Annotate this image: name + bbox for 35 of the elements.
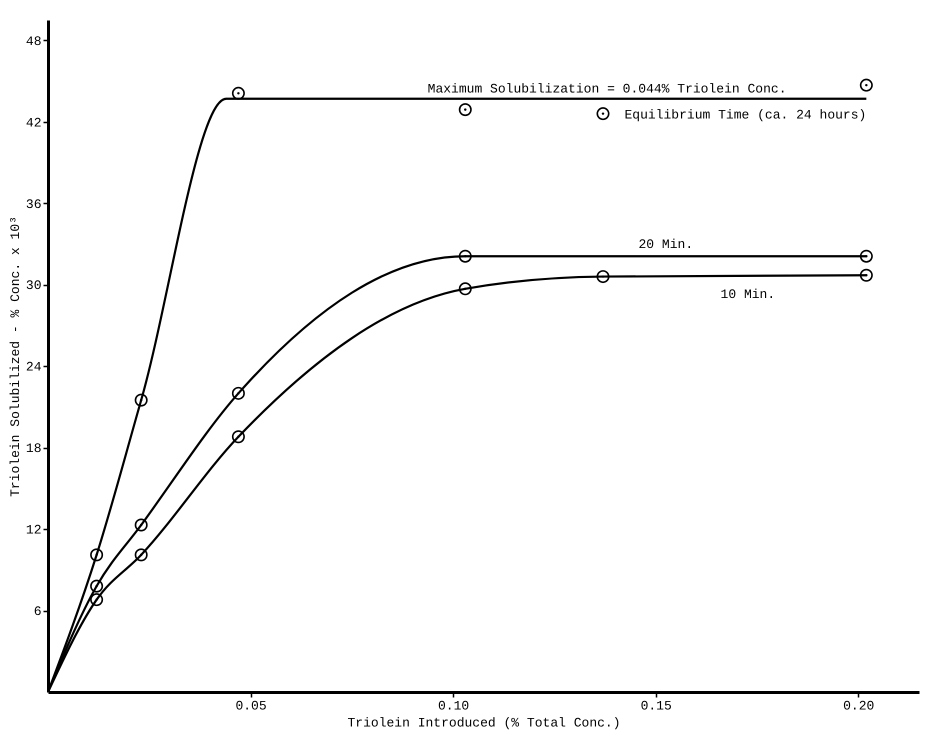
point <box>458 103 472 116</box>
y-tick-label: 30 <box>26 278 42 294</box>
point <box>134 518 148 532</box>
y-tick-label: 6 <box>34 604 42 620</box>
y-axis-title: Triolein Solubilized - % Conc. x 10³ <box>8 216 23 497</box>
point <box>596 270 610 284</box>
point <box>860 78 873 92</box>
y-tick-label: 48 <box>26 34 42 49</box>
y-tick-label: 18 <box>26 441 42 456</box>
point <box>458 282 472 296</box>
x-tick-label: 0.05 <box>235 698 267 714</box>
point <box>860 268 873 282</box>
y-tick-label: 12 <box>26 522 42 538</box>
point <box>90 548 104 562</box>
x-axis-title: Triolein Introduced (% Total Conc.) <box>347 716 621 730</box>
series-label: 10 Min. <box>720 286 776 302</box>
x-tick-label: 0.15 <box>640 698 672 714</box>
y-tick-label: 36 <box>26 196 42 212</box>
point <box>134 394 148 407</box>
point <box>232 430 245 444</box>
series-label: Equilibrium Time (ca. 24 hours) <box>624 108 866 123</box>
x-tick-label: 0.20 <box>843 698 874 714</box>
y-tick-label: 42 <box>26 115 42 130</box>
x-tick-label: 0.10 <box>438 698 470 714</box>
point <box>232 386 245 400</box>
point <box>232 86 245 100</box>
annotation: Maximum Solubilization = 0.044% Triolein Conc. <box>428 82 786 97</box>
point <box>90 593 104 606</box>
point <box>134 548 148 562</box>
point <box>90 580 104 593</box>
y-tick-label: 24 <box>26 360 42 375</box>
point <box>596 107 610 120</box>
point <box>860 250 873 263</box>
series-label: 20 Min. <box>638 237 694 252</box>
point <box>458 250 472 263</box>
